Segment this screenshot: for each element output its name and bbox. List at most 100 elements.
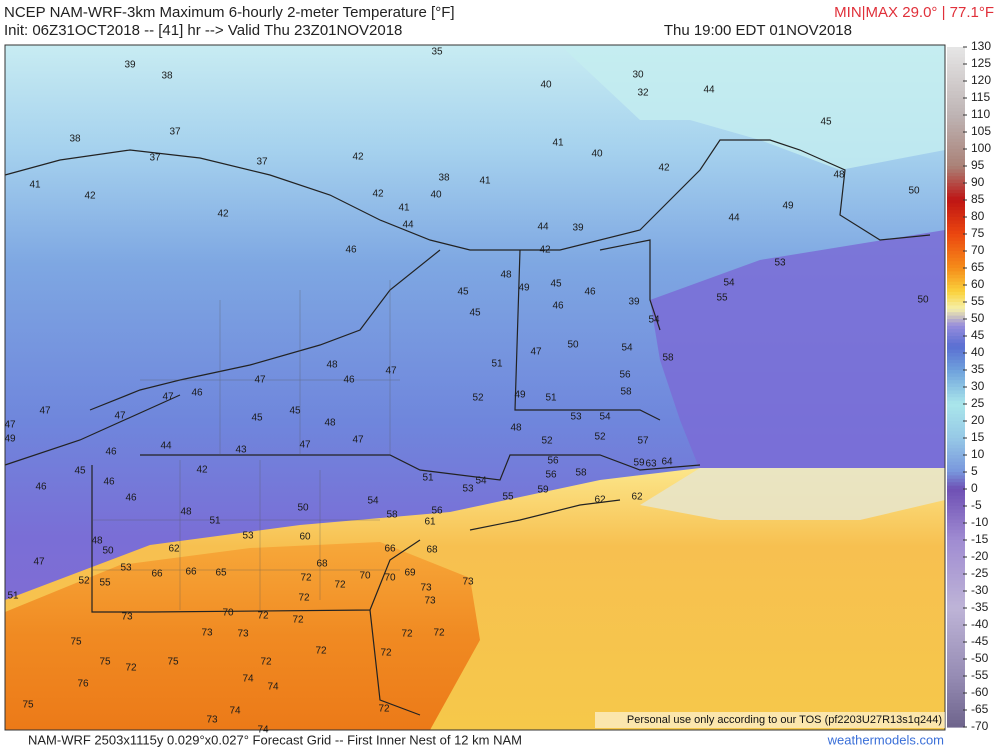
colorbar-label: 50 bbox=[971, 311, 985, 325]
station-value: 53 bbox=[462, 484, 474, 495]
site: weathermodels.com bbox=[827, 732, 944, 747]
colorbar-segment bbox=[947, 444, 965, 449]
station-value: 38 bbox=[161, 71, 173, 82]
station-value: 57 bbox=[637, 436, 649, 447]
station-value: 76 bbox=[77, 679, 89, 690]
station-value: 73 bbox=[420, 583, 432, 594]
colorbar-label: 55 bbox=[971, 294, 985, 308]
station-value: 48 bbox=[326, 360, 338, 371]
colorbar-label: 80 bbox=[971, 209, 985, 223]
station-value: 69 bbox=[404, 568, 416, 579]
colorbar-segment bbox=[947, 451, 965, 456]
init-line: Init: 06Z31OCT2018 -- [41] hr --> Valid … bbox=[4, 22, 402, 39]
colorbar-segment bbox=[947, 213, 965, 218]
map-frame bbox=[4, 44, 946, 731]
station-value: 70 bbox=[384, 573, 396, 584]
colorbar-segment bbox=[947, 631, 965, 636]
station-value: 55 bbox=[502, 492, 514, 503]
station-value: 62 bbox=[594, 495, 606, 506]
colorbar-label: 35 bbox=[971, 362, 985, 376]
colorbar-segment bbox=[947, 448, 965, 453]
colorbar-segment bbox=[947, 703, 965, 708]
station-value: 66 bbox=[185, 567, 197, 578]
colorbar-segment bbox=[947, 577, 965, 582]
colorbar-segment bbox=[947, 407, 965, 412]
colorbar-segment bbox=[947, 540, 965, 544]
colorbar-segment bbox=[947, 404, 965, 408]
station-value: 38 bbox=[69, 134, 81, 145]
station-value: 72 bbox=[292, 615, 304, 626]
colorbar-segment bbox=[947, 706, 965, 711]
grid-info: NAM-WRF 2503x1115y 0.029°x0.027° Forecas… bbox=[28, 732, 522, 747]
station-value: 51 bbox=[422, 473, 434, 484]
colorbar-segment bbox=[947, 67, 965, 72]
colorbar-segment bbox=[947, 138, 965, 143]
colorbar-segment bbox=[947, 526, 965, 531]
station-value: 46 bbox=[103, 477, 115, 488]
colorbar-label: -15 bbox=[971, 532, 989, 546]
colorbar-segment bbox=[947, 98, 965, 102]
station-value: 52 bbox=[78, 576, 90, 587]
colorbar-label: 5 bbox=[971, 464, 978, 478]
colorbar-segment bbox=[947, 132, 965, 136]
station-value: 54 bbox=[723, 278, 735, 289]
station-value: 41 bbox=[29, 180, 41, 191]
colorbar-segment bbox=[947, 104, 965, 109]
colorbar-segment bbox=[947, 597, 965, 602]
station-value: 46 bbox=[343, 375, 355, 386]
colorbar-segment bbox=[947, 665, 965, 670]
station-value: 62 bbox=[631, 492, 643, 503]
station-value: 41 bbox=[552, 138, 564, 149]
station-value: 66 bbox=[384, 544, 396, 555]
station-value: 47 bbox=[352, 435, 364, 446]
colorbar-label: 115 bbox=[971, 90, 990, 104]
colorbar-segment bbox=[947, 567, 965, 572]
station-value: 53 bbox=[570, 412, 582, 423]
colorbar-segment bbox=[947, 587, 965, 592]
colorbar-segment bbox=[947, 638, 965, 643]
station-value: 72 bbox=[298, 593, 310, 604]
station-value: 47 bbox=[299, 440, 311, 451]
station-value: 47 bbox=[162, 392, 174, 403]
colorbar-segment bbox=[947, 87, 965, 92]
station-value: 48 bbox=[833, 170, 845, 181]
station-value: 72 bbox=[380, 648, 392, 659]
colorbar-segment bbox=[947, 693, 965, 697]
station-value: 50 bbox=[102, 546, 114, 557]
colorbar-segment bbox=[947, 57, 965, 62]
colorbar-segment bbox=[947, 492, 965, 497]
colorbar-segment bbox=[947, 186, 965, 191]
colorbar-segment bbox=[947, 342, 965, 347]
colorbar-segment bbox=[947, 285, 965, 289]
colorbar-segment bbox=[947, 183, 965, 187]
colorbar-segment bbox=[947, 424, 965, 429]
colorbar-segment bbox=[947, 686, 965, 691]
colorbar-segment bbox=[947, 155, 965, 160]
station-value: 42 bbox=[372, 189, 384, 200]
colorbar-segment bbox=[947, 601, 965, 606]
colorbar-segment bbox=[947, 240, 965, 245]
colorbar-label: 110 bbox=[971, 107, 990, 121]
colorbar-label: 40 bbox=[971, 345, 985, 359]
station-value: 72 bbox=[378, 704, 390, 715]
station-value: 47 bbox=[530, 347, 542, 358]
colorbar-segment bbox=[947, 543, 965, 548]
title: NCEP NAM-WRF-3km Maximum 6-hourly 2-mete… bbox=[4, 4, 455, 21]
colorbar-segment bbox=[947, 339, 965, 344]
colorbar-segment bbox=[947, 604, 965, 609]
station-value: 59 bbox=[537, 485, 549, 496]
colorbar-segment bbox=[947, 196, 965, 201]
county-lines bbox=[92, 280, 400, 610]
colorbar-segment bbox=[947, 455, 965, 459]
colorbar-label: 75 bbox=[971, 226, 985, 240]
station-value: 48 bbox=[500, 270, 512, 281]
colorbar-segment bbox=[947, 642, 965, 646]
colorbar-segment bbox=[947, 135, 965, 140]
colorbar-segment bbox=[947, 625, 965, 629]
station-value: 45 bbox=[820, 117, 832, 128]
colorbar-segment bbox=[947, 716, 965, 721]
colorbar-segment bbox=[947, 74, 965, 79]
station-value: 53 bbox=[774, 258, 786, 269]
station-value: 47 bbox=[39, 406, 51, 417]
station-value: 44 bbox=[537, 222, 549, 233]
